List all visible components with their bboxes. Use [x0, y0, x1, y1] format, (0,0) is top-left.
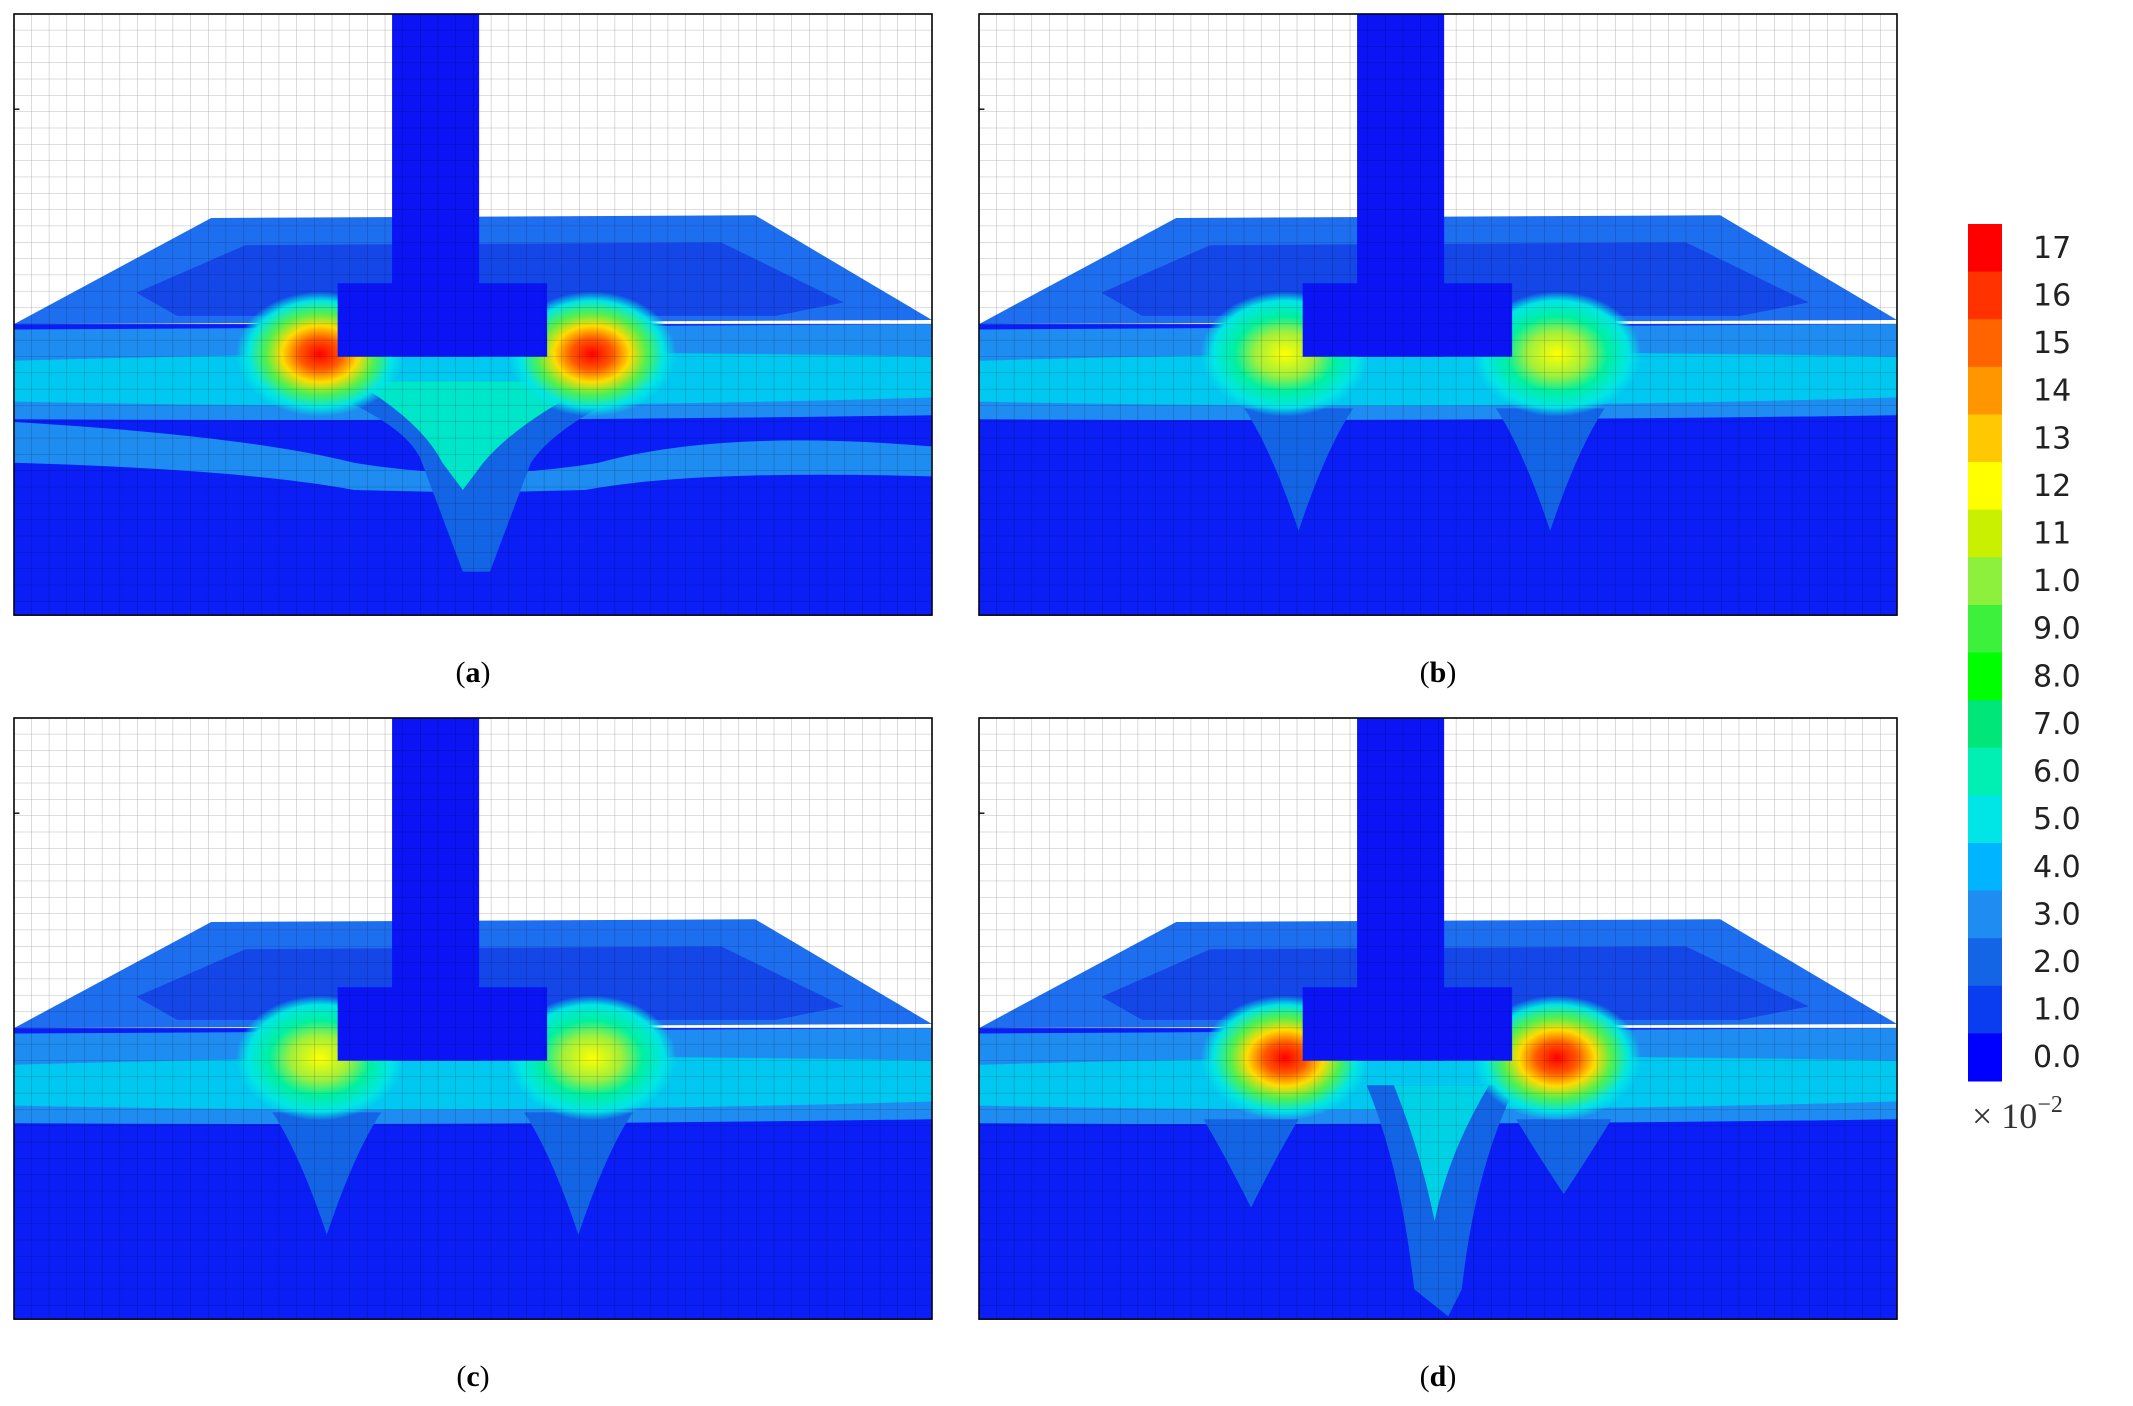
panel-caption: (b) — [1420, 656, 1457, 689]
colorbar: 17 16 15 14 13 12 11 1.0 9.0 8.0 7.0 6.0 5.0 4.0 3.0 2.… — [1968, 224, 2081, 1082]
colorbar-label: 1.0 — [2033, 993, 2081, 1028]
colorbar-label: 14 — [2033, 374, 2071, 409]
mesh — [14, 718, 932, 1320]
colorbar-band — [1968, 652, 2002, 701]
colorbar-label: 1.0 — [2033, 564, 2081, 599]
colorbar-label: 15 — [2033, 326, 2071, 361]
colorbar-label: 8.0 — [2033, 659, 2081, 694]
colorbar-label: 13 — [2033, 421, 2071, 456]
colorbar-label: 5.0 — [2033, 802, 2081, 837]
caption-letter: b — [1430, 656, 1447, 689]
caption-open: ( — [1420, 656, 1430, 689]
caption-letter: c — [466, 1360, 479, 1393]
colorbar-multiplier: × 10−2 — [1972, 1092, 2063, 1136]
colorbar-label: 0.0 — [2033, 1040, 2081, 1075]
colorbar-band — [1968, 414, 2002, 463]
panel-caption: (d) — [1420, 1360, 1457, 1393]
panel-content — [979, 718, 1897, 1320]
colorbar-band — [1968, 1033, 2002, 1082]
mesh — [979, 718, 1897, 1320]
contour-panel — [978, 717, 1898, 1320]
colorbar-band — [1968, 509, 2002, 558]
multiplier-exponent: −2 — [2037, 1092, 2063, 1118]
panel-border — [13, 13, 933, 616]
panel-border — [978, 717, 1898, 1320]
panel-border — [978, 13, 1898, 616]
colorbar-band — [1968, 795, 2002, 844]
mesh — [979, 14, 1897, 616]
colorbar-band — [1968, 319, 2002, 368]
caption-close: ) — [481, 656, 491, 689]
caption-open: ( — [1420, 1360, 1430, 1393]
colorbar-label: 12 — [2033, 469, 2071, 504]
contour-panel — [13, 13, 933, 616]
colorbar-label: 7.0 — [2033, 707, 2081, 742]
panel-content — [14, 14, 932, 616]
caption-open: ( — [456, 1360, 466, 1393]
contour-panel — [13, 717, 933, 1320]
colorbar-band — [1968, 842, 2002, 892]
colorbar-band — [1968, 890, 2002, 939]
colorbar-band — [1968, 700, 2002, 749]
colorbar-label: 6.0 — [2033, 755, 2081, 790]
caption-letter: a — [466, 656, 481, 689]
multiplier-base: × 10 — [1972, 1096, 2037, 1136]
panel-caption: (a) — [456, 656, 491, 689]
colorbar-label: 16 — [2033, 278, 2071, 313]
contour-panel — [978, 13, 1898, 616]
panel-content — [14, 718, 932, 1320]
caption-close: ) — [480, 1360, 490, 1393]
colorbar-band — [1968, 366, 2002, 415]
colorbar-band — [1968, 462, 2002, 511]
colorbar-band — [1968, 271, 2002, 320]
panel-content — [979, 14, 1897, 616]
colorbar-label: 17 — [2033, 231, 2071, 266]
colorbar-label: 3.0 — [2033, 897, 2081, 932]
colorbar-band — [1968, 747, 2002, 796]
panel-border — [13, 717, 933, 1320]
caption-close: ) — [1446, 1360, 1456, 1393]
caption-letter: d — [1430, 1360, 1447, 1393]
colorbar-label: 11 — [2033, 516, 2071, 551]
colorbar-label: 9.0 — [2033, 612, 2081, 647]
colorbar-band — [1968, 224, 2002, 273]
colorbar-band — [1968, 938, 2002, 987]
caption-open: ( — [456, 656, 466, 689]
panels — [13, 13, 1898, 1320]
colorbar-label: 4.0 — [2033, 850, 2081, 885]
colorbar-band — [1968, 604, 2002, 653]
colorbar-band — [1968, 985, 2002, 1034]
colorbar-label: 2.0 — [2033, 945, 2081, 980]
panel-caption: (c) — [456, 1360, 489, 1393]
caption-close: ) — [1446, 656, 1456, 689]
colorbar-band — [1968, 557, 2002, 606]
mesh — [14, 14, 932, 616]
